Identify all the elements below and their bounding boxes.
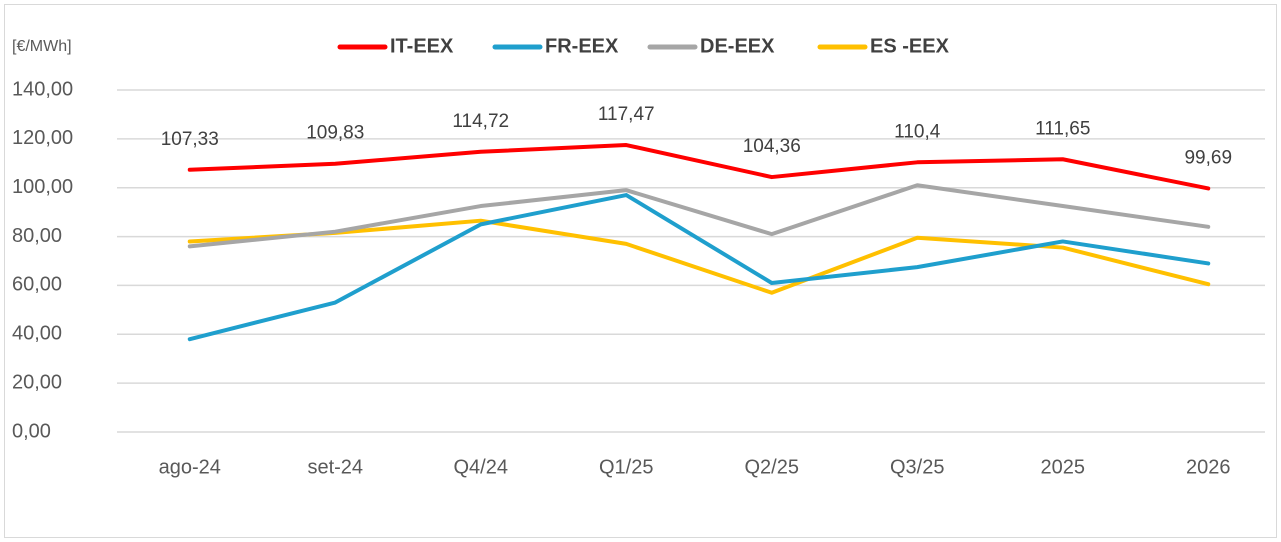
data-label: 104,36 (743, 136, 801, 157)
y-tick-label: 80,00 (12, 225, 62, 247)
y-axis-label: [€/MWh] (12, 38, 72, 55)
legend-label: ES -EEX (870, 35, 950, 57)
y-tick-label: 100,00 (12, 176, 73, 198)
y-tick-label: 140,00 (12, 78, 73, 100)
x-tick-label: 2026 (1186, 456, 1231, 478)
x-tick-label: Q3/25 (890, 456, 944, 478)
series-line (187, 183, 1211, 249)
y-tick-label: 60,00 (12, 274, 62, 296)
x-tick-label: set-24 (307, 456, 363, 478)
legend-label: FR-EEX (545, 35, 619, 57)
y-tick-label: 20,00 (12, 371, 62, 393)
x-tick-label: 2025 (1041, 456, 1086, 478)
chart-border (4, 4, 1277, 538)
x-tick-label: Q1/25 (599, 456, 653, 478)
y-tick-label: 120,00 (12, 127, 73, 149)
data-label: 117,47 (598, 104, 655, 125)
x-tick-label: ago-24 (159, 456, 221, 478)
data-label: 109,83 (306, 123, 364, 144)
data-label: 111,65 (1035, 118, 1090, 139)
data-label: 99,69 (1184, 147, 1232, 168)
data-label: 110,4 (894, 121, 941, 142)
series-line (187, 193, 1211, 342)
series-line (187, 143, 1211, 191)
y-tick-label: 40,00 (12, 323, 62, 345)
x-tick-label: Q4/24 (454, 456, 508, 478)
legend-label: IT-EEX (390, 35, 454, 57)
legend-label: DE-EEX (700, 35, 775, 57)
data-label: 114,72 (452, 111, 509, 132)
data-label: 107,33 (161, 129, 219, 150)
y-tick-label: 0,00 (12, 420, 51, 442)
x-tick-label: Q2/25 (745, 456, 799, 478)
